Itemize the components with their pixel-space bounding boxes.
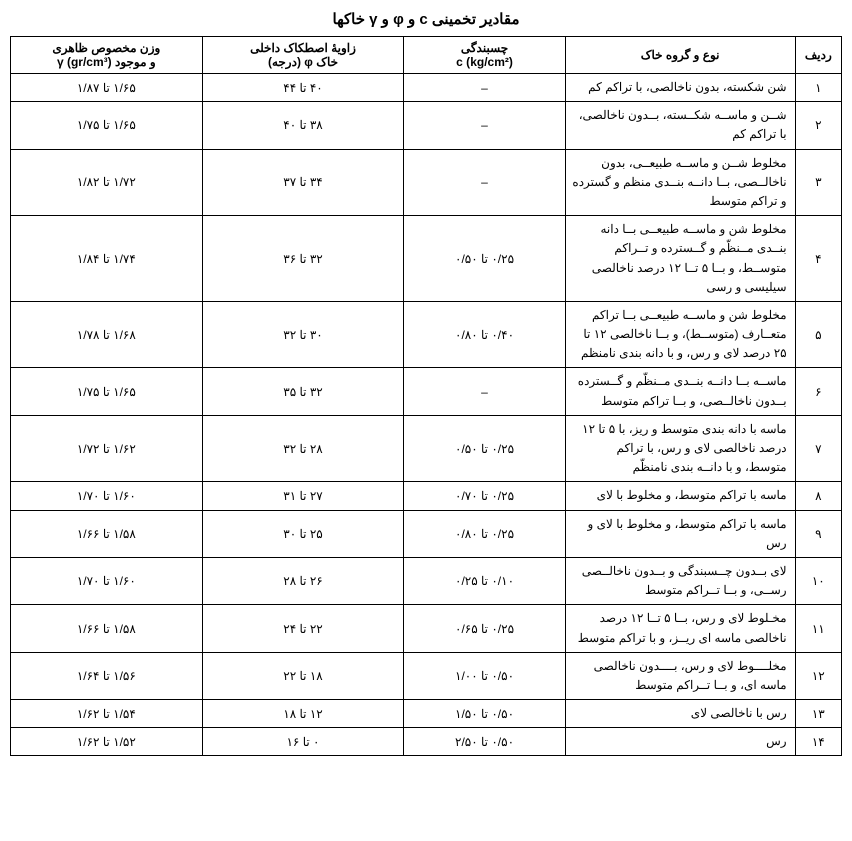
cell-soil-type: ماســه بــا دانــه بنــدی مــنظّم و گــس… (565, 368, 795, 415)
cell-soil-type: ماسه با تراکم متوسط، و مخلوط با لای و رس (565, 510, 795, 557)
cell-cohesion: ۰/۵۰ تا ۲/۵۰ (404, 728, 565, 756)
cell-row-number: ۱۲ (795, 652, 841, 699)
table-row: ۲شــن و ماســه شکــسته، بــدون ناخالصی، … (11, 102, 842, 149)
cell-weight: ۱/۷۲ تا ۱/۸۲ (11, 149, 203, 216)
cell-weight: ۱/۵۲ تا ۱/۶۲ (11, 728, 203, 756)
cell-soil-type: رس (565, 728, 795, 756)
cell-soil-type: شن شکسته، بدون ناخالصی، با تراکم کم (565, 74, 795, 102)
cell-soil-type: مخـلوط لای و رس، بــا ۵ تــا ۱۲ درصد ناخ… (565, 605, 795, 652)
cell-friction: ۱۲ تا ۱۸ (202, 700, 404, 728)
cell-row-number: ۱۴ (795, 728, 841, 756)
table-row: ۷ماسه با دانه بندی متوسط و ریز، با ۵ تا … (11, 415, 842, 482)
table-row: ۳مخلوط شــن و ماســه طبیعــی، بدون ناخال… (11, 149, 842, 216)
header-weight: وزن مخصوص ظاهری و موجود γ (gr/cm³) (11, 37, 203, 74)
table-row: ۱۴رس۰/۵۰ تا ۲/۵۰۰ تا ۱۶۱/۵۲ تا ۱/۶۲ (11, 728, 842, 756)
header-cohesion-line1: چسبندگی (410, 41, 558, 55)
table-row: ۸ماسه با تراکم متوسط، و مخلوط با لای۰/۲۵… (11, 482, 842, 510)
cell-weight: ۱/۵۶ تا ۱/۶۴ (11, 652, 203, 699)
cell-soil-type: مخلوط شــن و ماســه طبیعــی، بدون ناخالـ… (565, 149, 795, 216)
cell-weight: ۱/۶۰ تا ۱/۷۰ (11, 557, 203, 604)
cell-cohesion: – (404, 149, 565, 216)
table-row: ۶ماســه بــا دانــه بنــدی مــنظّم و گــ… (11, 368, 842, 415)
cell-friction: ۲۸ تا ۳۲ (202, 415, 404, 482)
table-row: ۱۰لای بــدون چــسبندگی و بــدون ناخالــص… (11, 557, 842, 604)
cell-friction: ۲۵ تا ۳۰ (202, 510, 404, 557)
cell-cohesion: – (404, 74, 565, 102)
cell-friction: ۴۰ تا ۴۴ (202, 74, 404, 102)
cell-friction: ۰ تا ۱۶ (202, 728, 404, 756)
header-soil-type: نوع و گروه خاک (565, 37, 795, 74)
cell-soil-type: مخلــــوط لای و رس، بــــدون ناخالصی ماس… (565, 652, 795, 699)
cell-weight: ۱/۶۲ تا ۱/۷۲ (11, 415, 203, 482)
cell-soil-type: ماسه با تراکم متوسط، و مخلوط با لای (565, 482, 795, 510)
header-row-number: ردیف (795, 37, 841, 74)
cell-cohesion: ۰/۲۵ تا ۰/۸۰ (404, 510, 565, 557)
table-row: ۹ماسه با تراکم متوسط، و مخلوط با لای و ر… (11, 510, 842, 557)
cell-cohesion: ۰/۲۵ تا ۰/۶۵ (404, 605, 565, 652)
table-body: ۱شن شکسته، بدون ناخالصی، با تراکم کم–۴۰ … (11, 74, 842, 756)
header-friction-line1: زاویهٔ اصطکاک داخلی (209, 41, 398, 55)
cell-weight: ۱/۶۸ تا ۱/۷۸ (11, 301, 203, 368)
table-row: ۱شن شکسته، بدون ناخالصی، با تراکم کم–۴۰ … (11, 74, 842, 102)
cell-cohesion: ۰/۲۵ تا ۰/۷۰ (404, 482, 565, 510)
cell-cohesion: ۰/۴۰ تا ۰/۸۰ (404, 301, 565, 368)
cell-row-number: ۲ (795, 102, 841, 149)
table-row: ۱۲مخلــــوط لای و رس، بــــدون ناخالصی م… (11, 652, 842, 699)
cell-soil-type: ماسه با دانه بندی متوسط و ریز، با ۵ تا ۱… (565, 415, 795, 482)
table-header-row: ردیف نوع و گروه خاک چسبندگی (kg/cm²) c ز… (11, 37, 842, 74)
cell-row-number: ۱۱ (795, 605, 841, 652)
cell-friction: ۲۷ تا ۳۱ (202, 482, 404, 510)
cell-weight: ۱/۷۴ تا ۱/۸۴ (11, 216, 203, 302)
cell-cohesion: ۰/۵۰ تا ۱/۰۰ (404, 652, 565, 699)
cell-row-number: ۱۳ (795, 700, 841, 728)
cell-cohesion: – (404, 102, 565, 149)
cell-weight: ۱/۵۴ تا ۱/۶۲ (11, 700, 203, 728)
cell-friction: ۳۲ تا ۳۵ (202, 368, 404, 415)
table-row: ۱۱مخـلوط لای و رس، بــا ۵ تــا ۱۲ درصد ن… (11, 605, 842, 652)
cell-soil-type: لای بــدون چــسبندگی و بــدون ناخالــصی … (565, 557, 795, 604)
table-row: ۵مخلوط شن و ماســه طبیعــی بــا تراکم مت… (11, 301, 842, 368)
header-weight-line2: و موجود γ (gr/cm³) (17, 55, 196, 69)
cell-cohesion: – (404, 368, 565, 415)
cell-friction: ۲۲ تا ۲۴ (202, 605, 404, 652)
cell-cohesion: ۰/۵۰ تا ۱/۵۰ (404, 700, 565, 728)
cell-friction: ۲۶ تا ۲۸ (202, 557, 404, 604)
cell-soil-type: رس با ناخالصی لای (565, 700, 795, 728)
cell-cohesion: ۰/۲۵ تا ۰/۵۰ (404, 216, 565, 302)
cell-row-number: ۳ (795, 149, 841, 216)
cell-row-number: ۱۰ (795, 557, 841, 604)
header-weight-line1: وزن مخصوص ظاهری (17, 41, 196, 55)
cell-row-number: ۷ (795, 415, 841, 482)
cell-row-number: ۵ (795, 301, 841, 368)
cell-weight: ۱/۶۰ تا ۱/۷۰ (11, 482, 203, 510)
cell-weight: ۱/۶۵ تا ۱/۷۵ (11, 368, 203, 415)
cell-soil-type: مخلوط شن و ماســه طبیعــی بــا تراکم متع… (565, 301, 795, 368)
cell-weight: ۱/۵۸ تا ۱/۶۶ (11, 605, 203, 652)
cell-row-number: ۶ (795, 368, 841, 415)
cell-friction: ۳۲ تا ۳۶ (202, 216, 404, 302)
cell-friction: ۳۰ تا ۳۲ (202, 301, 404, 368)
cell-weight: ۱/۶۵ تا ۱/۷۵ (11, 102, 203, 149)
header-cohesion: چسبندگی (kg/cm²) c (404, 37, 565, 74)
table-row: ۱۳رس با ناخالصی لای۰/۵۰ تا ۱/۵۰۱۲ تا ۱۸۱… (11, 700, 842, 728)
table-row: ۴مخلوط شن و ماســه طبیعــی بــا دانه بنـ… (11, 216, 842, 302)
cell-friction: ۳۸ تا ۴۰ (202, 102, 404, 149)
cell-weight: ۱/۵۸ تا ۱/۶۶ (11, 510, 203, 557)
cell-row-number: ۴ (795, 216, 841, 302)
cell-cohesion: ۰/۲۵ تا ۰/۵۰ (404, 415, 565, 482)
header-cohesion-line2: (kg/cm²) c (410, 55, 558, 69)
cell-row-number: ۹ (795, 510, 841, 557)
header-friction: زاویهٔ اصطکاک داخلی خاک φ (درجه) (202, 37, 404, 74)
cell-weight: ۱/۶۵ تا ۱/۸۷ (11, 74, 203, 102)
soil-properties-table: ردیف نوع و گروه خاک چسبندگی (kg/cm²) c ز… (10, 36, 842, 756)
header-friction-line2: خاک φ (درجه) (209, 55, 398, 69)
cell-row-number: ۸ (795, 482, 841, 510)
cell-soil-type: شــن و ماســه شکــسته، بــدون ناخالصی، ب… (565, 102, 795, 149)
cell-friction: ۱۸ تا ۲۲ (202, 652, 404, 699)
cell-soil-type: مخلوط شن و ماســه طبیعــی بــا دانه بنــ… (565, 216, 795, 302)
cell-cohesion: ۰/۱۰ تا ۰/۲۵ (404, 557, 565, 604)
cell-friction: ۳۴ تا ۳۷ (202, 149, 404, 216)
cell-row-number: ۱ (795, 74, 841, 102)
table-title: مقادیر تخمینی c و φ و γ خاکها (10, 10, 842, 28)
